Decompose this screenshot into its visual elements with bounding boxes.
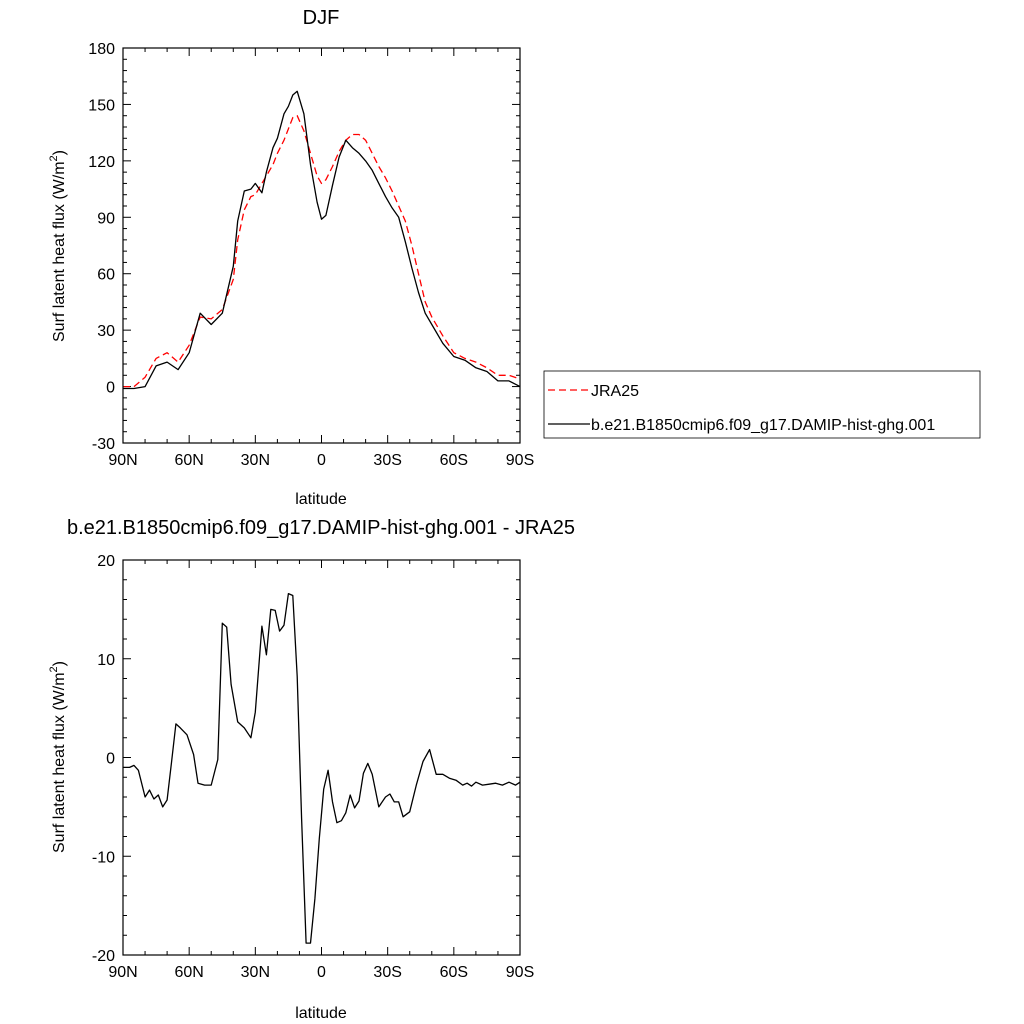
legend-box (543, 370, 981, 439)
y-axis-label-superscript: 2 (48, 155, 60, 161)
x-tick-label: 60N (174, 964, 203, 981)
chart-title: DJF (303, 7, 340, 29)
x-tick-label: 90N (108, 964, 137, 981)
chart-djf: DJF Surf latent heat flux (W/m2) latitud… (48, 7, 534, 508)
x-tick-label: 0 (317, 452, 326, 469)
y-axis-label-close: ) (51, 661, 68, 666)
svg-text:Surf latent heat flux (W/m2): Surf latent heat flux (W/m2) (48, 150, 68, 342)
chart-difference: b.e21.B1850cmip6.f09_g17.DAMIP-hist-ghg.… (48, 517, 575, 1022)
x-tick-label: 60S (440, 964, 468, 981)
y-tick-label: -10 (92, 849, 115, 866)
plot-frame (122, 47, 521, 444)
y-tick-label: 0 (106, 751, 115, 768)
x-tick-label: 30N (241, 452, 270, 469)
x-axis-label: latitude (295, 1005, 347, 1022)
series-line-b-e21-b1850cmip6-f09-g17-damip-hist-ghg-001 (123, 90, 521, 390)
y-tick-label: 60 (97, 267, 115, 284)
y-axis-label: Surf latent heat flux (W/m2) (48, 150, 68, 342)
legend-label-jra25: JRA25 (591, 383, 639, 400)
y-axis-label-text: Surf latent heat flux (W/m (51, 672, 68, 853)
y-axis-label: Surf latent heat flux (W/m2) (48, 661, 68, 853)
y-tick-label: 90 (97, 210, 115, 227)
axis-ticks: -20 -10 0 10 20 90N 60N 30N 0 30S 60S 90S (92, 553, 534, 981)
y-axis-label-text: Surf latent heat flux (W/m (51, 161, 68, 342)
y-tick-label: 20 (97, 553, 115, 570)
y-tick-label: -30 (92, 436, 115, 453)
x-tick-label: 30S (373, 964, 401, 981)
x-axis-label: latitude (295, 491, 347, 508)
x-tick-label: 90S (506, 452, 534, 469)
plot-lines (123, 592, 521, 944)
y-tick-label: 180 (88, 41, 115, 58)
axis-ticks: -30 0 30 60 90 120 150 180 90N 60N 30N 0 30S 60S 90S (88, 41, 534, 469)
svg-text:Surf latent heat flux (W/m2): Surf latent heat flux (W/m2) (48, 661, 68, 853)
y-axis-label-superscript: 2 (48, 666, 60, 672)
plot-frame (122, 559, 521, 956)
x-tick-label: 60N (174, 452, 203, 469)
series-line-difference (123, 592, 521, 944)
y-axis-label-close: ) (51, 150, 68, 155)
y-tick-label: 120 (88, 154, 115, 171)
x-tick-label: 0 (317, 964, 326, 981)
x-tick-label: 90N (108, 452, 137, 469)
x-tick-label: 60S (440, 452, 468, 469)
plot-lines (123, 90, 521, 390)
x-tick-label: 30S (373, 452, 401, 469)
y-tick-label: 150 (88, 97, 115, 114)
y-tick-label: 0 (106, 380, 115, 397)
series-line-jra25 (123, 115, 521, 388)
x-tick-label: 90S (506, 964, 534, 981)
legend-label-model: b.e21.B1850cmip6.f09_g17.DAMIP-hist-ghg.… (591, 417, 935, 434)
y-tick-label: 10 (97, 652, 115, 669)
x-tick-label: 30N (241, 964, 270, 981)
chart-title: b.e21.B1850cmip6.f09_g17.DAMIP-hist-ghg.… (67, 517, 575, 539)
legend: JRA25 b.e21.B1850cmip6.f09_g17.DAMIP-his… (543, 370, 981, 439)
y-tick-label: -20 (92, 948, 115, 965)
y-tick-label: 30 (97, 323, 115, 340)
